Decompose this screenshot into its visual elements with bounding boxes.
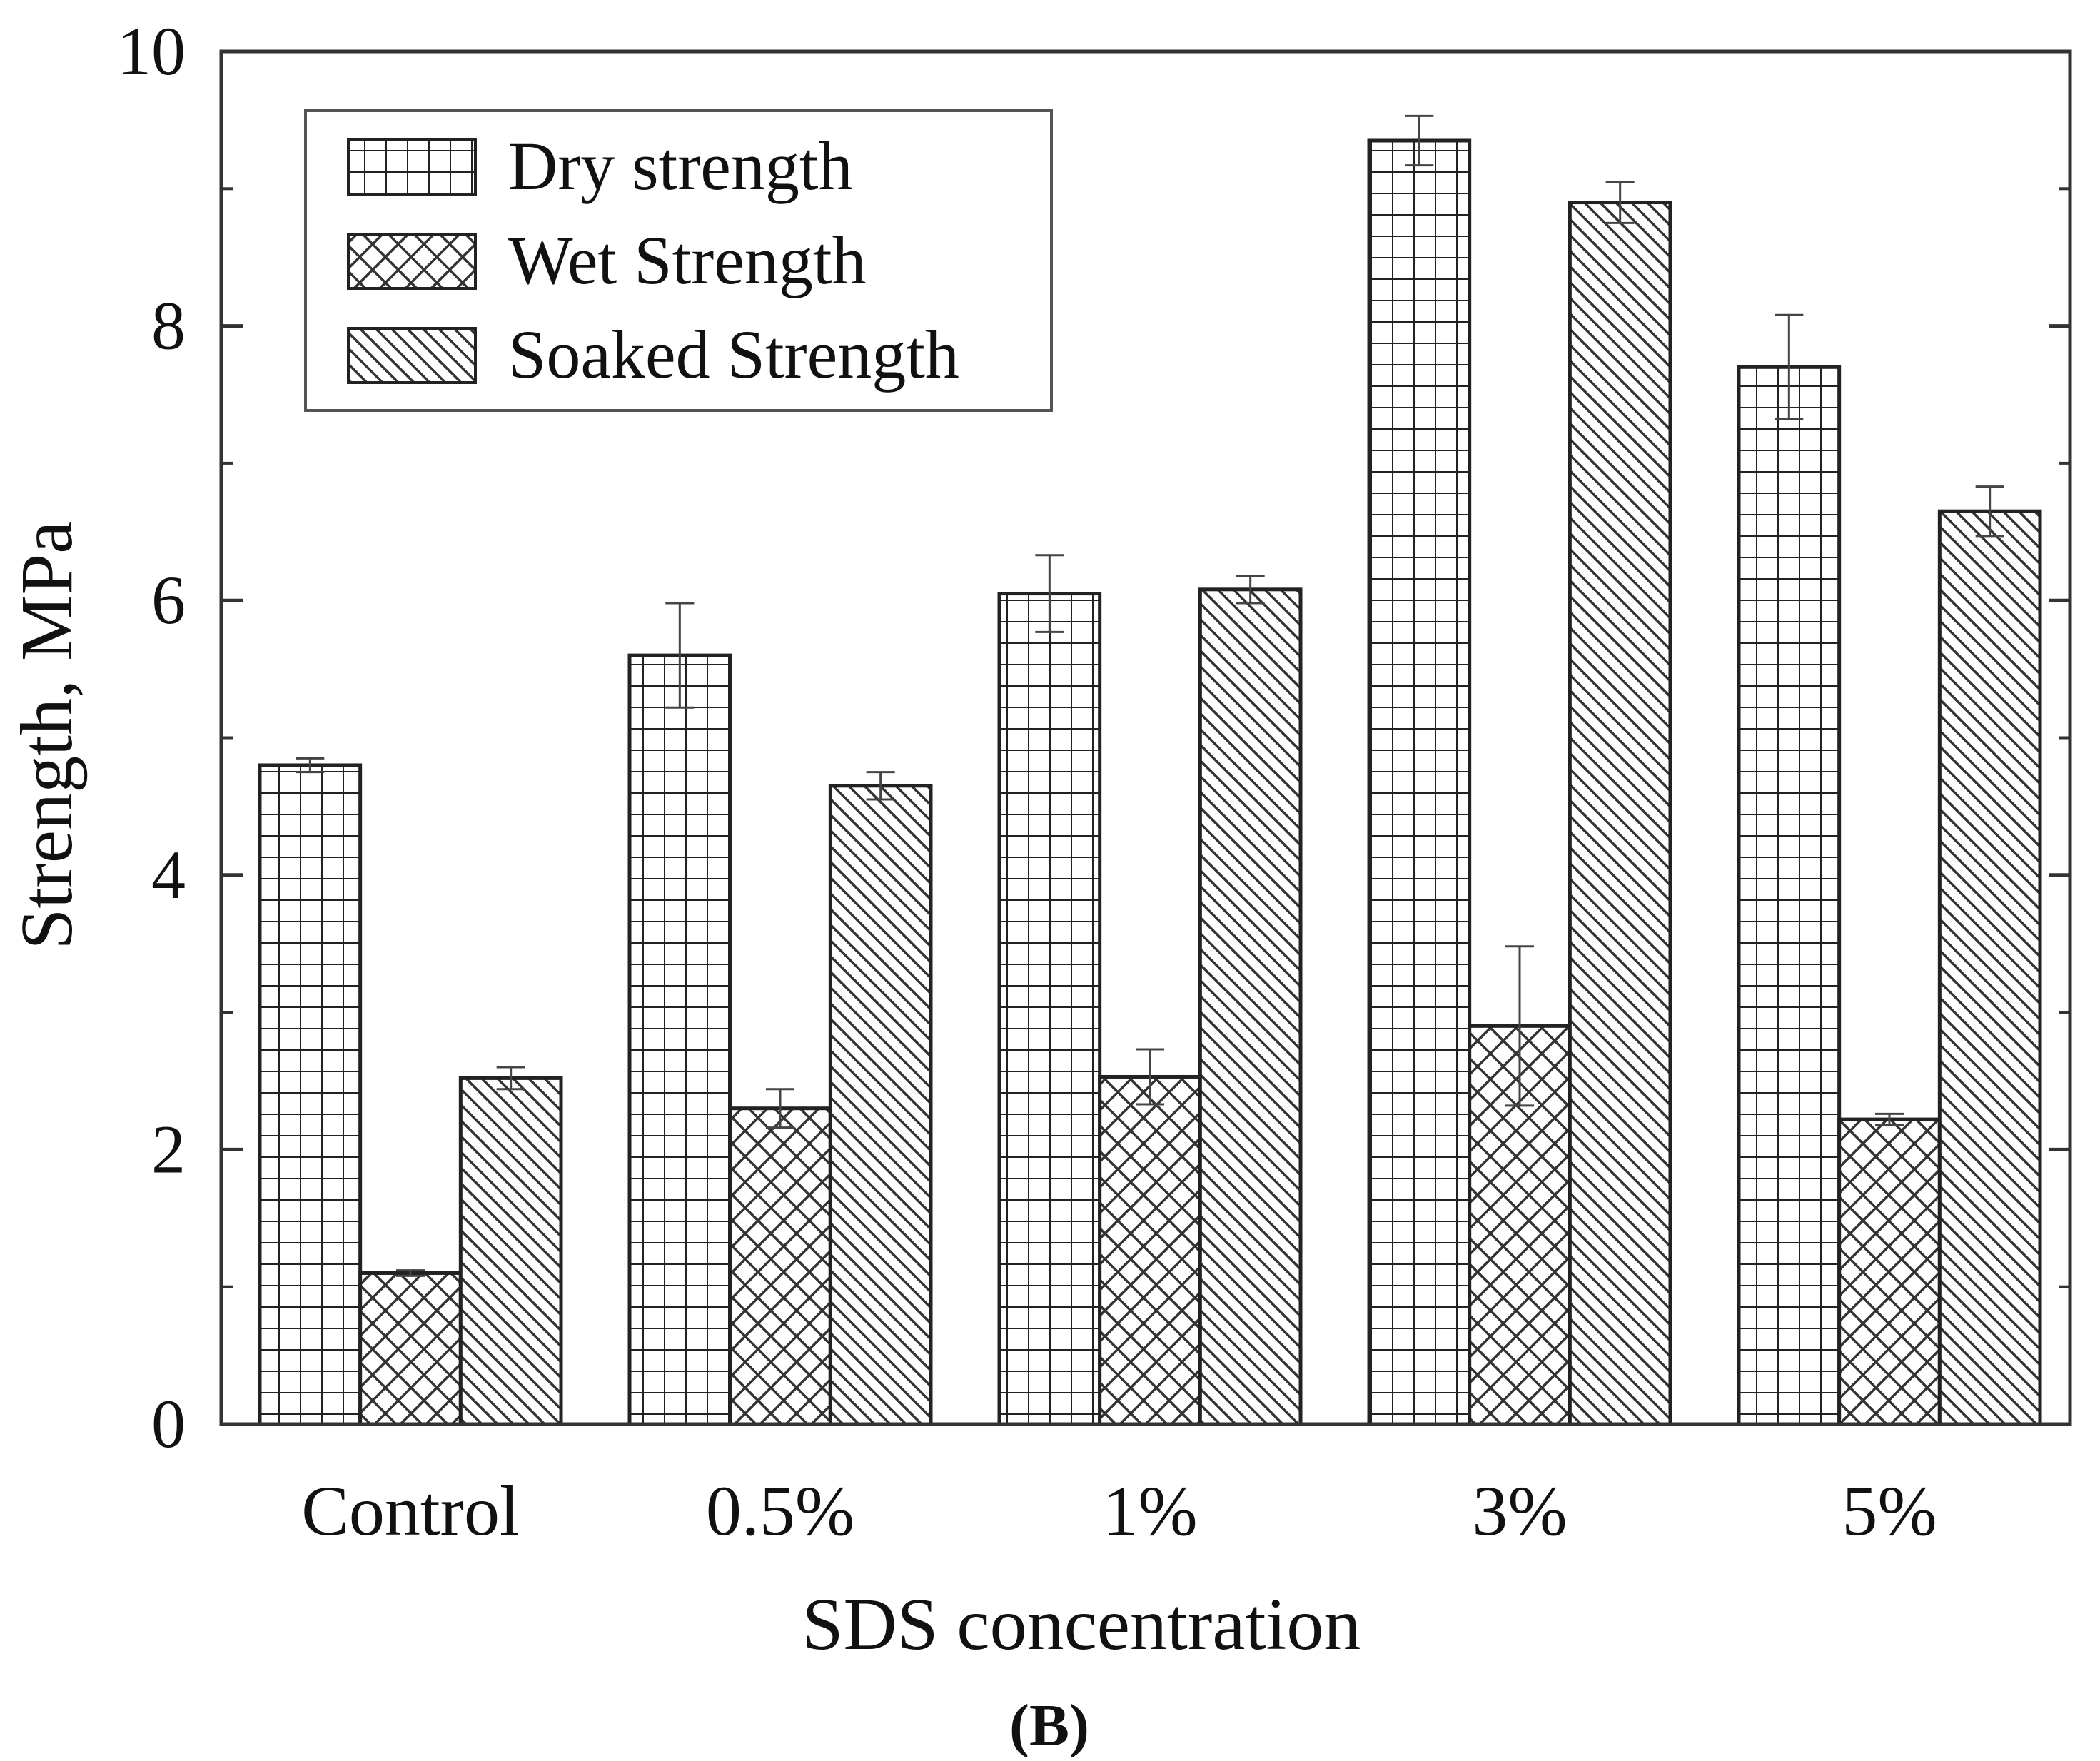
y-tick-label: 10 bbox=[117, 13, 186, 89]
bar-dry-4 bbox=[1737, 365, 1842, 1426]
legend: Dry strength Wet Strength Soaked Strengt… bbox=[304, 109, 1053, 412]
legend-label-soaked: Soaked Strength bbox=[508, 316, 959, 393]
legend-swatch-soaked bbox=[347, 327, 477, 384]
bar-soaked-0 bbox=[458, 1076, 563, 1426]
x-category-label: Control bbox=[301, 1471, 520, 1550]
bar-wet-1 bbox=[728, 1106, 832, 1426]
bar-dry-3 bbox=[1367, 138, 1472, 1426]
bar-dry-0 bbox=[258, 763, 363, 1426]
bar-soaked-4 bbox=[1937, 509, 2042, 1426]
bar-wet-0 bbox=[358, 1271, 463, 1426]
x-axis-title: SDS concentration bbox=[802, 1583, 1361, 1665]
bar-dry-1 bbox=[627, 653, 732, 1426]
bar-dry-2 bbox=[997, 592, 1102, 1426]
x-category-label: 0.5% bbox=[706, 1471, 854, 1550]
panel-label: (B) bbox=[1009, 1692, 1089, 1757]
y-tick-label: 0 bbox=[151, 1386, 186, 1462]
bar-wet-2 bbox=[1098, 1074, 1202, 1426]
bar-soaked-3 bbox=[1568, 201, 1672, 1426]
bar-soaked-2 bbox=[1198, 587, 1303, 1426]
axes-layer: 0 2 4 6 8 10 Control 0.5% 1% 3% 5% bbox=[117, 13, 2072, 1550]
legend-swatch-wet bbox=[347, 233, 477, 290]
y-axis-title: Strength, MPa bbox=[6, 521, 88, 950]
y-tick-label: 4 bbox=[151, 837, 186, 913]
x-category-label: 1% bbox=[1102, 1471, 1197, 1550]
bar-wet-4 bbox=[1837, 1117, 1942, 1426]
y-tick-label: 6 bbox=[151, 562, 186, 638]
y-tick-label: 8 bbox=[151, 288, 186, 364]
error-bars-layer bbox=[296, 114, 2004, 1277]
bar-soaked-1 bbox=[828, 784, 933, 1426]
legend-label-wet: Wet Strength bbox=[508, 222, 867, 298]
legend-swatch-dry bbox=[347, 138, 477, 196]
x-category-label: 3% bbox=[1472, 1471, 1567, 1550]
y-tick-label: 2 bbox=[151, 1111, 186, 1187]
legend-label-dry: Dry strength bbox=[508, 128, 853, 204]
bars-layer bbox=[258, 138, 2042, 1426]
x-category-label: 5% bbox=[1842, 1471, 1937, 1550]
